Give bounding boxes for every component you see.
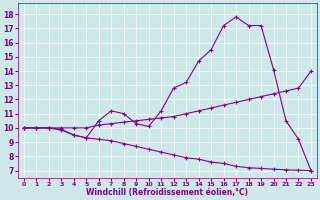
X-axis label: Windchill (Refroidissement éolien,°C): Windchill (Refroidissement éolien,°C)	[86, 188, 248, 197]
